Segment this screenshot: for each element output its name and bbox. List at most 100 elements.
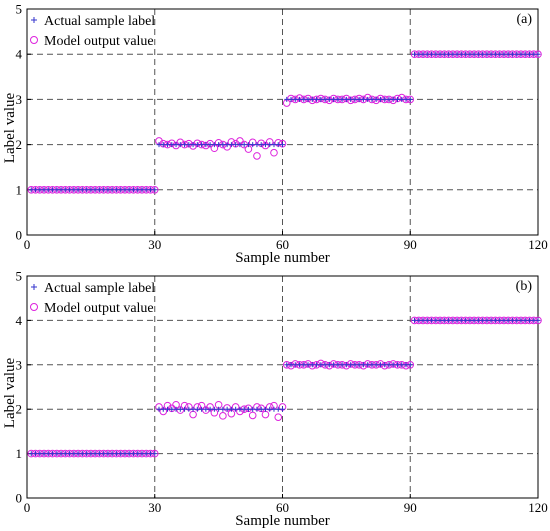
actual-label-point	[45, 187, 51, 193]
actual-label-point	[122, 451, 128, 457]
actual-label-point	[326, 96, 332, 102]
actual-label-point	[377, 96, 383, 102]
actual-label-point	[67, 187, 73, 193]
x-tick-label: 120	[528, 500, 548, 515]
actual-label-point	[331, 362, 337, 368]
actual-label-point	[441, 51, 447, 57]
actual-label-point	[207, 406, 213, 412]
actual-label-point	[492, 317, 498, 323]
actual-label-point	[390, 362, 396, 368]
actual-label-point	[429, 51, 435, 57]
x-tick-label: 60	[276, 500, 289, 515]
chart-panel-1: 0 30 60 90 120 0 1 2 3 4 5 Sample number Label value…	[2, 2, 548, 267]
actual-label-point	[446, 51, 452, 57]
actual-label-point	[250, 406, 256, 412]
actual-label-point	[509, 317, 515, 323]
actual-label-point	[348, 362, 354, 368]
actual-label-point	[130, 451, 136, 457]
actual-label-point	[160, 406, 166, 412]
actual-label-point	[356, 362, 362, 368]
actual-label-point	[37, 187, 43, 193]
actual-label-point	[237, 406, 243, 412]
actual-label-point	[54, 187, 60, 193]
actual-label-point	[412, 51, 418, 57]
actual-label-point	[301, 96, 307, 102]
actual-label-point	[190, 406, 196, 412]
actual-label-point	[220, 142, 226, 148]
actual-label-point	[535, 317, 541, 323]
actual-label-point	[454, 51, 460, 57]
actual-label-point	[288, 96, 294, 102]
x-tick-label: 120	[528, 237, 548, 252]
actual-label-point	[250, 142, 256, 148]
actual-label-point	[211, 406, 217, 412]
actual-label-point	[407, 96, 413, 102]
actual-label-point	[88, 451, 94, 457]
series-model-output	[27, 50, 542, 194]
actual-label-point	[343, 362, 349, 368]
series-model-output	[27, 316, 542, 458]
actual-label-point	[118, 451, 124, 457]
actual-label-point	[216, 406, 222, 412]
y-tick-label: 4	[16, 47, 23, 62]
x-tick-label: 90	[404, 500, 417, 515]
actual-label-point	[109, 187, 115, 193]
actual-label-point	[497, 51, 503, 57]
actual-label-point	[331, 96, 337, 102]
actual-label-point	[301, 362, 307, 368]
y-axis-label: Label value	[2, 92, 18, 163]
actual-label-point	[186, 406, 192, 412]
actual-label-point	[194, 142, 200, 148]
actual-label-point	[50, 187, 56, 193]
actual-label-point	[79, 187, 85, 193]
actual-label-point	[241, 406, 247, 412]
actual-label-point	[424, 51, 430, 57]
actual-label-point	[58, 187, 64, 193]
actual-label-point	[292, 96, 298, 102]
actual-label-point	[416, 317, 422, 323]
actual-label-point	[258, 406, 264, 412]
actual-label-point	[297, 96, 303, 102]
panel-label: (b)	[516, 279, 533, 294]
actual-label-point	[514, 317, 520, 323]
actual-label-point	[54, 451, 60, 457]
actual-label-point	[88, 187, 94, 193]
actual-label-point	[531, 51, 537, 57]
actual-label-point	[177, 406, 183, 412]
actual-label-point	[275, 406, 281, 412]
actual-label-point	[199, 142, 205, 148]
actual-label-point	[139, 451, 145, 457]
actual-label-point	[335, 362, 341, 368]
actual-label-point	[416, 51, 422, 57]
actual-label-point	[429, 317, 435, 323]
legend-model-label: Model output value	[44, 34, 154, 49]
actual-label-point	[126, 451, 132, 457]
actual-label-point	[37, 451, 43, 457]
series-actual-label	[28, 317, 541, 457]
actual-label-point	[245, 406, 251, 412]
legend-actual-marker	[31, 17, 37, 23]
actual-label-point	[441, 317, 447, 323]
actual-label-point	[96, 451, 102, 457]
actual-label-point	[92, 451, 98, 457]
actual-label-point	[514, 51, 520, 57]
model-output-point	[270, 148, 278, 157]
actual-label-point	[139, 187, 145, 193]
series-actual-label	[28, 51, 541, 193]
actual-label-point	[309, 362, 315, 368]
actual-label-point	[458, 51, 464, 57]
x-tick-label: 0	[24, 237, 31, 252]
actual-label-point	[339, 362, 345, 368]
actual-label-point	[84, 187, 90, 193]
legend: Actual sample label Model output value	[30, 281, 155, 316]
y-tick-label: 5	[16, 269, 23, 284]
actual-label-point	[343, 96, 349, 102]
actual-label-point	[467, 51, 473, 57]
actual-label-point	[203, 406, 209, 412]
actual-label-point	[105, 187, 111, 193]
actual-label-point	[318, 362, 324, 368]
panel-label: (a)	[516, 12, 532, 27]
actual-label-point	[433, 317, 439, 323]
chart-panel-2: 0 30 60 90 120 0 1 2 3 4 5 Sample number Label value…	[2, 269, 548, 530]
